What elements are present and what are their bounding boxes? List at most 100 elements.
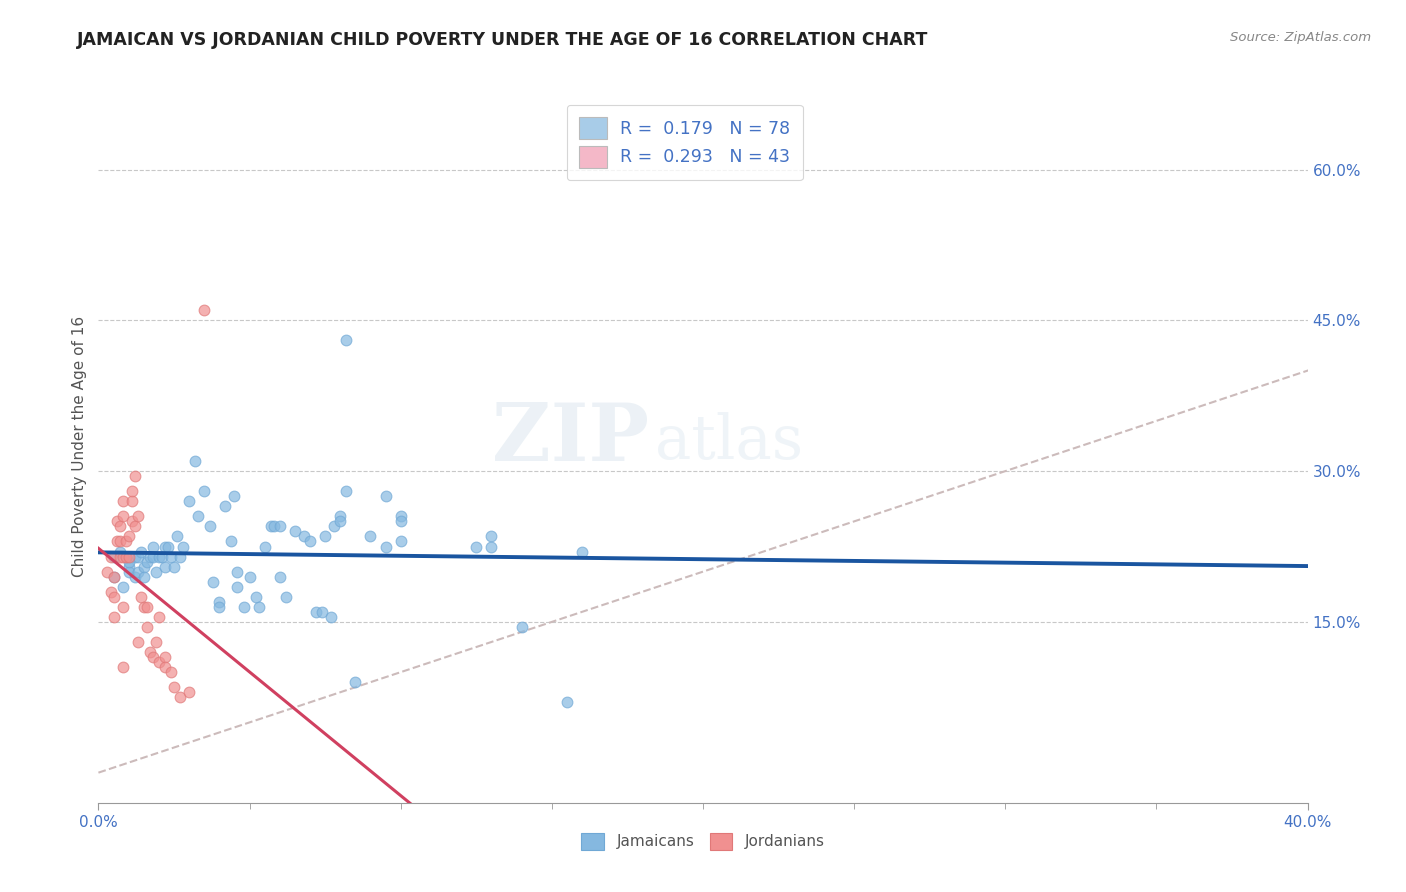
- Point: [465, 540, 488, 554]
- Text: Source: ZipAtlas.com: Source: ZipAtlas.com: [1230, 31, 1371, 45]
- Point: [335, 484, 357, 499]
- Point: [172, 540, 194, 554]
- Point: [124, 469, 146, 483]
- Point: [142, 650, 165, 665]
- Point: [139, 549, 162, 564]
- Point: [114, 534, 136, 549]
- Point: [311, 605, 333, 619]
- Point: [132, 559, 155, 574]
- Point: [163, 680, 186, 694]
- Point: [111, 599, 134, 614]
- Point: [389, 534, 412, 549]
- Point: [292, 529, 315, 543]
- Point: [127, 565, 149, 579]
- Point: [263, 519, 285, 533]
- Point: [142, 540, 165, 554]
- Text: JAMAICAN VS JORDANIAN CHILD POVERTY UNDER THE AGE OF 16 CORRELATION CHART: JAMAICAN VS JORDANIAN CHILD POVERTY UNDE…: [77, 31, 929, 49]
- Point: [127, 509, 149, 524]
- Point: [135, 620, 157, 634]
- Point: [329, 515, 352, 529]
- Point: [127, 549, 149, 564]
- Point: [103, 569, 125, 583]
- Text: ZIP: ZIP: [492, 400, 648, 478]
- Point: [232, 599, 254, 614]
- Point: [111, 494, 134, 508]
- Text: atlas: atlas: [655, 412, 803, 473]
- Point: [118, 555, 141, 569]
- Point: [108, 519, 131, 533]
- Point: [145, 565, 167, 579]
- Point: [214, 500, 236, 514]
- Point: [118, 559, 141, 574]
- Point: [156, 540, 179, 554]
- Point: [148, 655, 170, 669]
- Point: [111, 509, 134, 524]
- Point: [274, 590, 297, 604]
- Point: [114, 549, 136, 564]
- Point: [121, 484, 143, 499]
- Point: [118, 565, 141, 579]
- Point: [145, 635, 167, 649]
- Point: [323, 519, 346, 533]
- Point: [245, 590, 267, 604]
- Point: [111, 660, 134, 674]
- Point: [129, 544, 152, 558]
- Point: [284, 524, 307, 539]
- Point: [118, 529, 141, 543]
- Point: [132, 599, 155, 614]
- Point: [184, 454, 207, 468]
- Point: [555, 695, 578, 709]
- Point: [193, 303, 215, 318]
- Point: [111, 549, 134, 564]
- Point: [114, 549, 136, 564]
- Point: [100, 549, 122, 564]
- Point: [166, 529, 188, 543]
- Point: [299, 534, 322, 549]
- Point: [121, 494, 143, 508]
- Point: [187, 509, 209, 524]
- Point: [202, 574, 225, 589]
- Point: [105, 534, 128, 549]
- Point: [389, 515, 412, 529]
- Point: [111, 580, 134, 594]
- Point: [150, 549, 173, 564]
- Point: [132, 569, 155, 583]
- Point: [108, 549, 131, 564]
- Point: [193, 484, 215, 499]
- Point: [374, 540, 396, 554]
- Point: [200, 519, 222, 533]
- Point: [247, 599, 270, 614]
- Point: [124, 569, 146, 583]
- Point: [96, 565, 118, 579]
- Point: [224, 489, 246, 503]
- Point: [124, 549, 146, 564]
- Point: [481, 529, 503, 543]
- Point: [314, 529, 336, 543]
- Point: [148, 610, 170, 624]
- Legend: Jamaicans, Jordanians: Jamaicans, Jordanians: [575, 827, 831, 855]
- Point: [510, 620, 533, 634]
- Point: [153, 660, 176, 674]
- Point: [153, 540, 176, 554]
- Point: [344, 675, 367, 690]
- Point: [153, 650, 176, 665]
- Point: [335, 334, 357, 348]
- Point: [163, 559, 186, 574]
- Point: [153, 559, 176, 574]
- Point: [127, 635, 149, 649]
- Point: [135, 555, 157, 569]
- Point: [129, 590, 152, 604]
- Point: [103, 569, 125, 583]
- Point: [269, 569, 291, 583]
- Point: [360, 529, 382, 543]
- Point: [108, 534, 131, 549]
- Point: [160, 549, 183, 564]
- Point: [118, 549, 141, 564]
- Y-axis label: Child Poverty Under the Age of 16: Child Poverty Under the Age of 16: [72, 316, 87, 576]
- Point: [103, 610, 125, 624]
- Point: [160, 665, 183, 680]
- Point: [124, 519, 146, 533]
- Point: [329, 509, 352, 524]
- Point: [135, 599, 157, 614]
- Point: [305, 605, 328, 619]
